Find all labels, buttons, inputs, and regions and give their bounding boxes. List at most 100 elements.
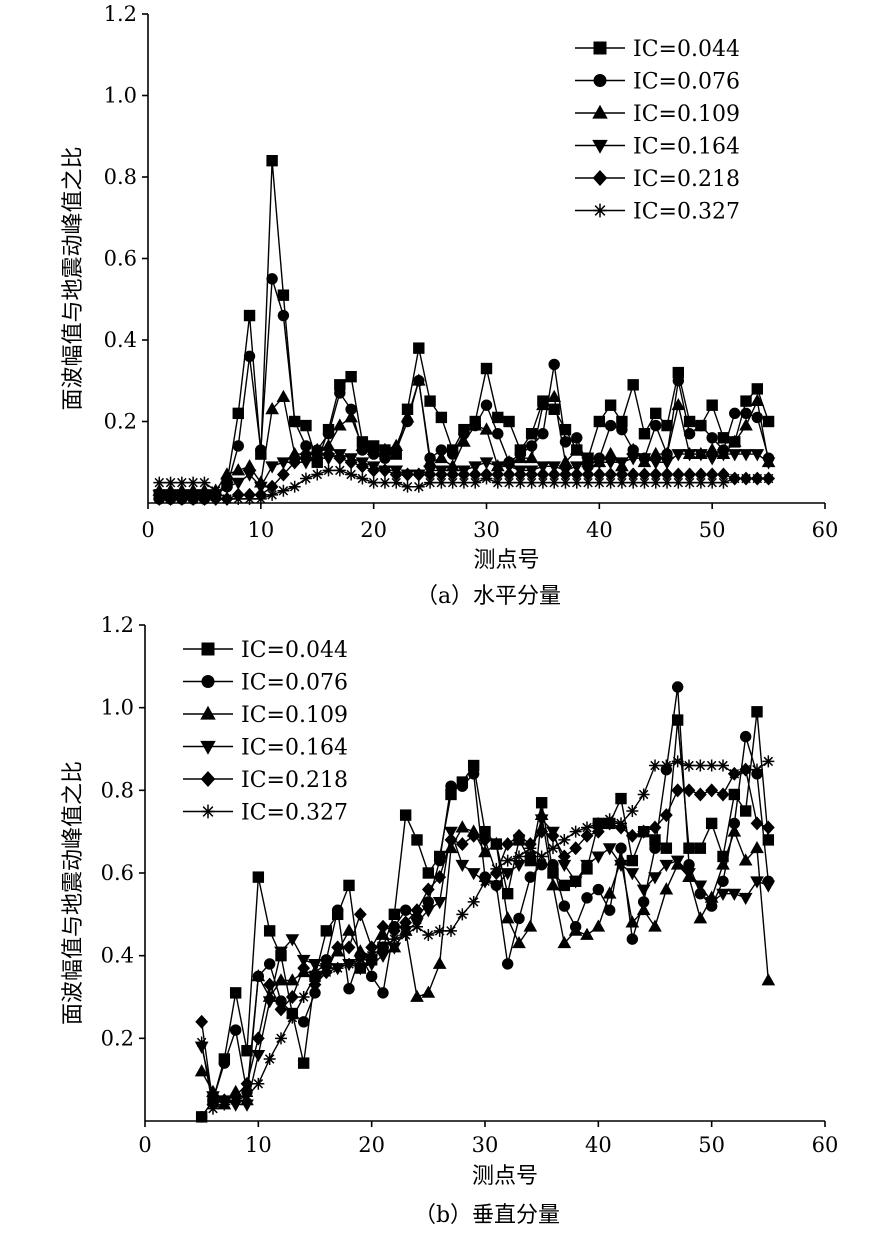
data-point [671,681,684,693]
data-point [727,824,742,837]
y-tick-label: 0.6 [101,861,134,885]
legend-marker [593,41,607,55]
data-point [672,366,685,379]
data-point [636,884,651,897]
data-point [728,471,742,486]
data-point [492,411,504,424]
data-point [637,788,650,801]
legend-label: IC=0.327 [241,801,348,826]
data-point [342,940,356,955]
data-point [389,465,404,478]
data-point [286,1007,299,1020]
x-tick-label: 50 [698,1133,725,1157]
y-tick-label: 0.2 [104,410,137,434]
data-point [705,817,718,830]
data-point [320,925,333,937]
data-point [695,419,707,432]
data-point [231,487,245,502]
data-point [592,817,605,830]
data-point [717,444,730,456]
data-point [262,989,277,1002]
data-point [591,851,606,864]
data-point [288,480,301,493]
data-point [683,859,695,871]
data-point [569,825,582,838]
x-tick-label: 60 [812,1133,839,1157]
data-point [627,476,640,489]
data-point [228,1099,243,1112]
data-point [535,850,548,863]
data-point [705,442,720,455]
legend-marker [593,74,607,87]
data-point [469,415,481,428]
data-point [277,289,290,301]
data-point [285,934,300,947]
data-point [581,821,593,834]
data-point [558,900,571,912]
data-point [547,389,562,402]
data-point [523,919,538,932]
data-point [694,759,707,772]
data-point [390,448,402,460]
x-tick-label: 60 [812,518,839,542]
data-point [479,871,491,883]
data-point [274,973,288,986]
data-point [727,766,741,781]
data-point [581,863,593,875]
data-point [198,476,211,489]
data-point [221,476,233,489]
data-point [311,456,323,468]
legend: IC=0.044 IC=0.076 IC=0.109 IC=0.164 IC=0.218… [183,638,348,826]
data-point [615,792,627,805]
data-point [388,933,401,946]
legend-marker [201,642,215,656]
data-point [659,859,674,872]
data-point [670,857,685,870]
panel-caption: （b）垂直分量 [414,1203,560,1228]
data-point [694,446,708,460]
data-point [604,467,618,482]
data-point [500,911,515,924]
data-point [388,908,401,921]
data-point [650,407,662,420]
data-point [175,476,188,489]
data-point [434,450,449,464]
data-point [706,399,718,411]
data-point [300,419,312,432]
data-point [603,446,618,460]
data-point [649,834,661,846]
data-point [557,936,572,949]
y-axis-label: 面波幅值与地震动峰值之比 [61,761,86,1025]
data-point [593,476,606,489]
data-point [353,907,367,922]
data-point [176,489,188,501]
data-point [671,755,684,768]
data-point [410,989,424,1002]
data-point [705,759,718,772]
data-point [334,379,346,391]
data-point [525,440,538,452]
x-axis-label: 测点号 [472,1164,538,1189]
data-point [263,958,276,970]
series-IC=0.044 [153,155,775,501]
data-point [751,768,763,780]
data-point [671,783,685,798]
data-point [231,477,246,490]
data-point [762,755,775,768]
data-point [299,457,313,470]
data-point [432,897,447,910]
data-point [751,706,763,718]
data-point [480,362,493,375]
data-point [413,375,425,387]
data-point [762,471,775,486]
legend-label: IC=0.327 [633,200,740,225]
data-point [717,850,729,863]
data-point [503,476,516,489]
data-point [456,776,469,788]
data-point [296,954,311,968]
data-point [367,440,380,452]
data-point [534,807,549,821]
data-point [661,419,673,432]
data-point [558,454,573,468]
